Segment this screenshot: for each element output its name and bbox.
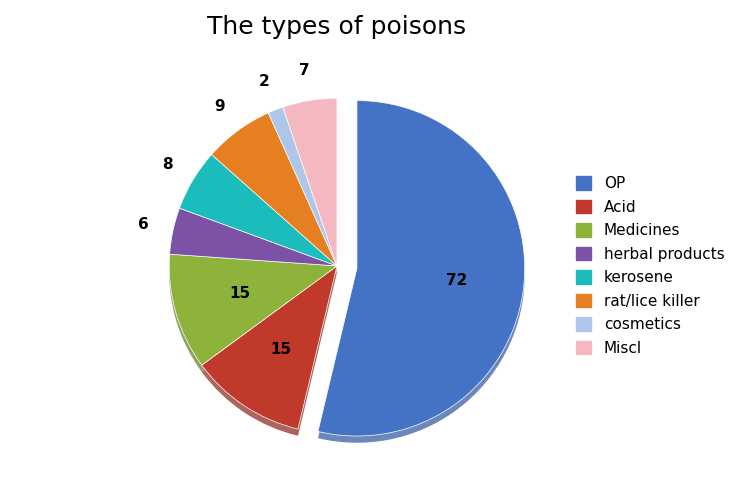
Wedge shape: [202, 272, 337, 436]
Text: 8: 8: [162, 157, 172, 172]
Wedge shape: [268, 107, 337, 266]
Wedge shape: [202, 266, 337, 429]
Wedge shape: [318, 101, 525, 436]
Wedge shape: [318, 107, 525, 443]
Title: The types of poisons: The types of poisons: [208, 15, 466, 39]
Text: 9: 9: [214, 99, 225, 114]
Wedge shape: [170, 261, 337, 372]
Wedge shape: [283, 105, 337, 272]
Text: 15: 15: [271, 342, 292, 357]
Text: 15: 15: [230, 286, 251, 301]
Wedge shape: [170, 208, 337, 266]
Wedge shape: [179, 161, 337, 272]
Text: 6: 6: [138, 217, 148, 232]
Wedge shape: [170, 215, 337, 272]
Wedge shape: [268, 114, 337, 272]
Wedge shape: [211, 120, 337, 272]
Wedge shape: [283, 98, 337, 266]
Text: 7: 7: [299, 63, 310, 78]
Text: 2: 2: [259, 74, 270, 89]
Text: 72: 72: [446, 272, 467, 287]
Wedge shape: [179, 155, 337, 266]
Wedge shape: [211, 113, 337, 266]
Wedge shape: [170, 254, 337, 365]
Legend: OP, Acid, Medicines, herbal products, kerosene, rat/lice killer, cosmetics, Misc: OP, Acid, Medicines, herbal products, ke…: [570, 170, 730, 362]
